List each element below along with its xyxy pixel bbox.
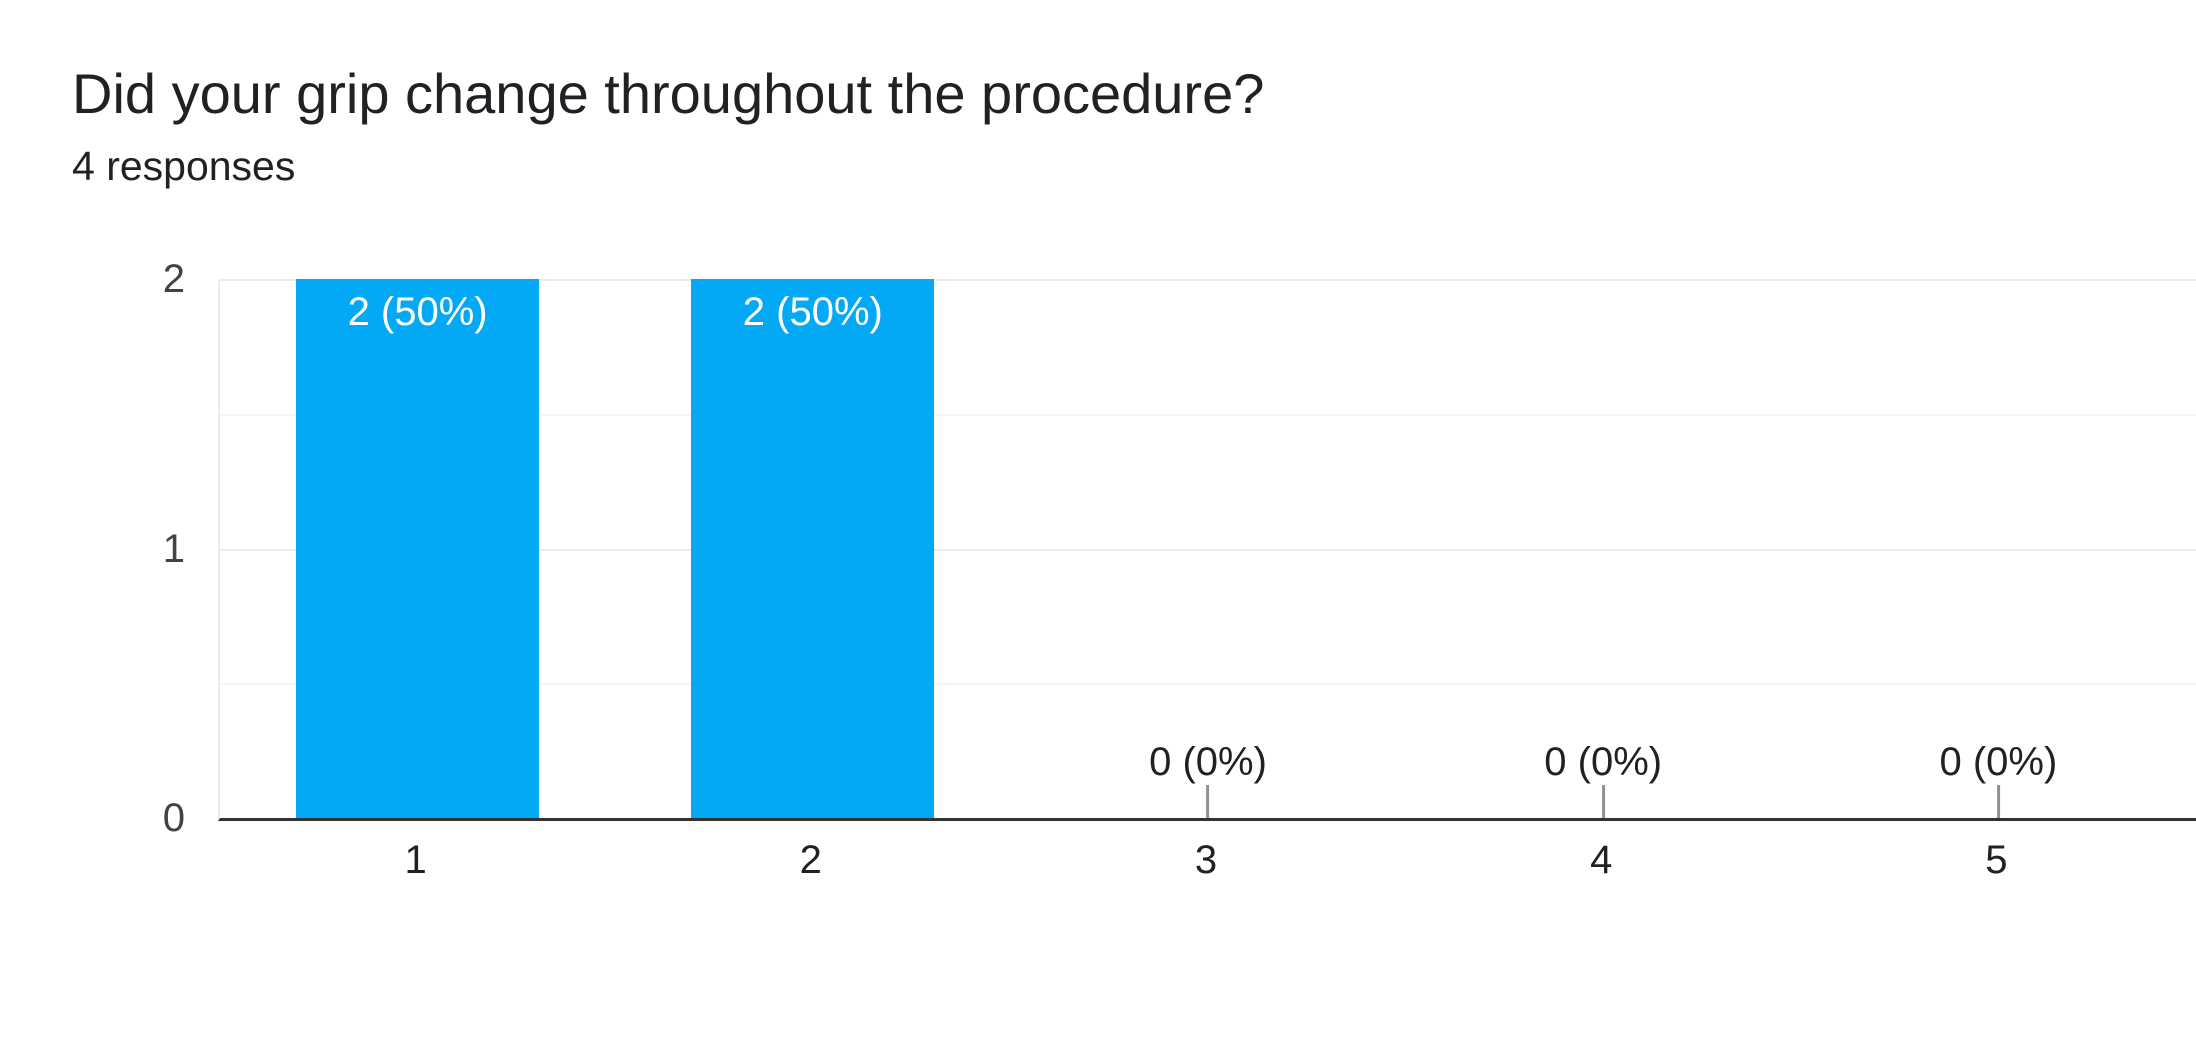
- zero-value-label: 0 (0%): [1939, 740, 2058, 784]
- response-count: 4 responses: [72, 143, 296, 189]
- x-tick-label-4: 4: [1590, 838, 1613, 882]
- major-gridline: [220, 279, 2196, 281]
- bar-value-label: 2 (50%): [742, 290, 883, 334]
- bar-category-1[interactable]: 2 (50%): [296, 279, 540, 818]
- zero-value-callout: 0 (0%): [1149, 739, 1267, 818]
- x-tick-label-5: 5: [1985, 838, 2008, 882]
- minor-gridline: [220, 413, 2196, 416]
- plot-area: 2 (50%) 2 (50%) 0 (0%) 0 (0%) 0 (0%): [218, 279, 2196, 821]
- y-tick-label-2: 2: [162, 257, 185, 301]
- minor-gridline: [220, 683, 2196, 686]
- bar-value-label: 2 (50%): [347, 290, 488, 334]
- zero-value-callout: 0 (0%): [1544, 739, 1662, 818]
- zero-callout-line: [1206, 785, 1210, 818]
- y-tick-label-0: 0: [162, 796, 185, 840]
- zero-value-label: 0 (0%): [1544, 740, 1663, 784]
- question-title: Did your grip change throughout the proc…: [72, 62, 1265, 125]
- y-tick-label-1: 1: [162, 526, 185, 571]
- x-tick-label-1: 1: [404, 838, 427, 882]
- bar-category-2[interactable]: 2 (50%): [691, 279, 935, 818]
- x-tick-label-3: 3: [1194, 838, 1218, 882]
- zero-callout-line: [1996, 785, 2000, 818]
- zero-value-callout: 0 (0%): [1939, 739, 2057, 818]
- major-gridline: [220, 548, 2196, 551]
- x-tick-label-2: 2: [799, 838, 822, 882]
- zero-callout-line: [1601, 785, 1605, 818]
- zero-value-label: 0 (0%): [1149, 740, 1267, 784]
